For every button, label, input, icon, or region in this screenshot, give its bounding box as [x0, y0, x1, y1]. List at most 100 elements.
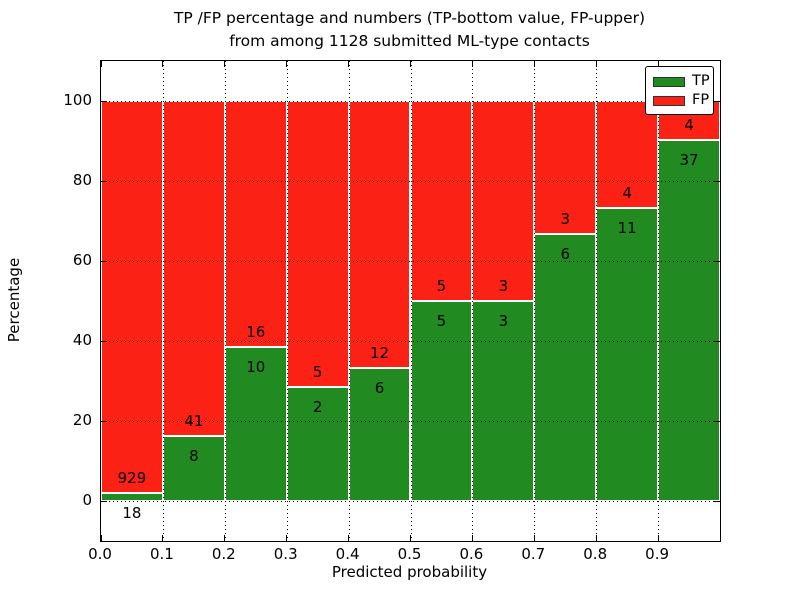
y-tick-right — [714, 340, 720, 342]
x-tick-label: 0.1 — [149, 545, 174, 563]
y-tick-left — [101, 420, 107, 422]
bar-segment-fp — [101, 101, 163, 494]
x-tick-top — [100, 61, 102, 67]
bar-segment-tp — [534, 234, 597, 501]
y-tick-label: 20 — [72, 411, 92, 429]
x-tick-bottom — [224, 535, 226, 541]
x-tick-bottom — [595, 535, 597, 541]
y-tick-label: 0 — [82, 491, 92, 509]
x-tick-top — [410, 61, 411, 67]
x-tick-label: 0.3 — [273, 545, 298, 563]
bar-segment-fp — [286, 101, 349, 387]
bar-segment-fp — [410, 101, 473, 301]
y-tick-right — [714, 500, 720, 502]
chart-title: TP /FP percentage and numbers (TP-bottom… — [100, 7, 719, 53]
y-tick-left — [101, 500, 107, 502]
x-gridline — [410, 61, 412, 541]
legend-label-tp: TP — [692, 73, 710, 89]
fp-count-label: 5 — [436, 277, 447, 295]
legend-item-fp: FP — [653, 91, 713, 110]
y-tick-label: 80 — [72, 171, 92, 189]
x-tick-top — [533, 61, 535, 67]
tp-count-label: 8 — [189, 446, 199, 465]
x-gridline — [534, 61, 536, 541]
legend-item-tp: TP — [653, 72, 713, 91]
tp-count-label: 11 — [617, 218, 637, 237]
bar-segment-tp — [472, 301, 535, 501]
tp-count-label: 5 — [436, 312, 447, 330]
fp-count-label: 3 — [560, 210, 571, 229]
x-tick-label: 0.0 — [88, 545, 112, 563]
x-tick-bottom — [471, 535, 473, 541]
tp-count-label: 6 — [560, 245, 571, 264]
tp-count-label: 10 — [246, 358, 266, 377]
x-tick-top — [286, 61, 288, 67]
x-tick-bottom — [657, 535, 659, 541]
y-tick-right — [714, 100, 720, 102]
x-gridline — [472, 61, 474, 541]
x-axis-label: Predicted probability — [331, 563, 488, 581]
tp-count-label: 3 — [498, 312, 509, 330]
x-tick-bottom — [348, 535, 350, 541]
y-tick-label: 40 — [72, 331, 92, 349]
fp-count-label: 16 — [246, 323, 266, 342]
bar-segment-tp — [658, 140, 720, 501]
bar-segment-fp — [224, 101, 287, 348]
plot-area: 929 18 41 8 16 10 5 2 12 6 5 5 3 3 3 6 4 11 4 37 — [100, 60, 721, 542]
bar-segment-fp — [162, 101, 225, 436]
bar-segment-tp — [286, 386, 349, 501]
x-tick-label: 0.4 — [335, 545, 360, 563]
bar-segment-tp — [410, 301, 473, 501]
x-tick-top — [471, 61, 473, 67]
tp-count-label: 18 — [122, 504, 142, 523]
tp-count-label: 2 — [312, 397, 323, 416]
bar-segment-fp — [348, 101, 411, 368]
x-tick-label: 0.7 — [521, 545, 546, 563]
chart-title-line2: from among 1128 submitted ML-type contac… — [229, 32, 590, 50]
fp-count-label: 41 — [184, 411, 204, 430]
bar-segment-tp — [101, 493, 163, 501]
x-tick-label: 0.2 — [211, 545, 236, 563]
legend-label-fp: FP — [692, 92, 710, 108]
x-tick-top — [224, 61, 226, 67]
x-gridline — [596, 61, 598, 541]
x-tick-bottom — [286, 535, 288, 541]
fp-count-label: 12 — [370, 343, 390, 362]
fp-count-label: 5 — [312, 362, 323, 381]
x-tick-bottom — [533, 535, 535, 541]
y-tick-left — [101, 180, 107, 182]
tp-count-label: 37 — [679, 151, 699, 170]
bar-segment-fp — [472, 101, 535, 301]
x-gridline — [658, 61, 660, 541]
x-gridline — [224, 61, 226, 541]
tp-count-label: 6 — [374, 378, 385, 397]
chart-title-line1: TP /FP percentage and numbers (TP-bottom… — [173, 9, 646, 27]
x-tick-top — [595, 61, 597, 67]
x-tick-top — [657, 61, 659, 67]
fp-count-label: 4 — [684, 116, 694, 135]
y-tick-right — [714, 420, 720, 422]
x-tick-bottom — [162, 535, 164, 541]
y-tick-right — [714, 260, 720, 262]
bar-segment-tp — [596, 207, 659, 501]
x-tick-label: 0.5 — [397, 545, 422, 563]
x-gridline — [162, 61, 164, 541]
x-tick-top — [348, 61, 350, 67]
y-tick-left — [101, 340, 107, 342]
x-tick-top — [162, 61, 164, 67]
x-tick-label: 0.6 — [459, 545, 484, 563]
x-tick-label: 0.8 — [583, 545, 608, 563]
y-tick-left — [101, 260, 107, 262]
y-tick-left — [101, 100, 107, 102]
legend: TP FP — [645, 66, 714, 115]
y-axis-label: Percentage — [5, 257, 23, 343]
fp-count-label: 3 — [498, 277, 509, 295]
y-tick-label: 100 — [63, 91, 92, 109]
x-tick-label: 0.9 — [645, 545, 670, 563]
y-tick-right — [714, 180, 720, 182]
x-tick-bottom — [410, 535, 411, 541]
fp-count-label: 929 — [117, 469, 147, 488]
x-tick-bottom — [100, 535, 102, 541]
tp-color-swatch — [653, 76, 685, 87]
